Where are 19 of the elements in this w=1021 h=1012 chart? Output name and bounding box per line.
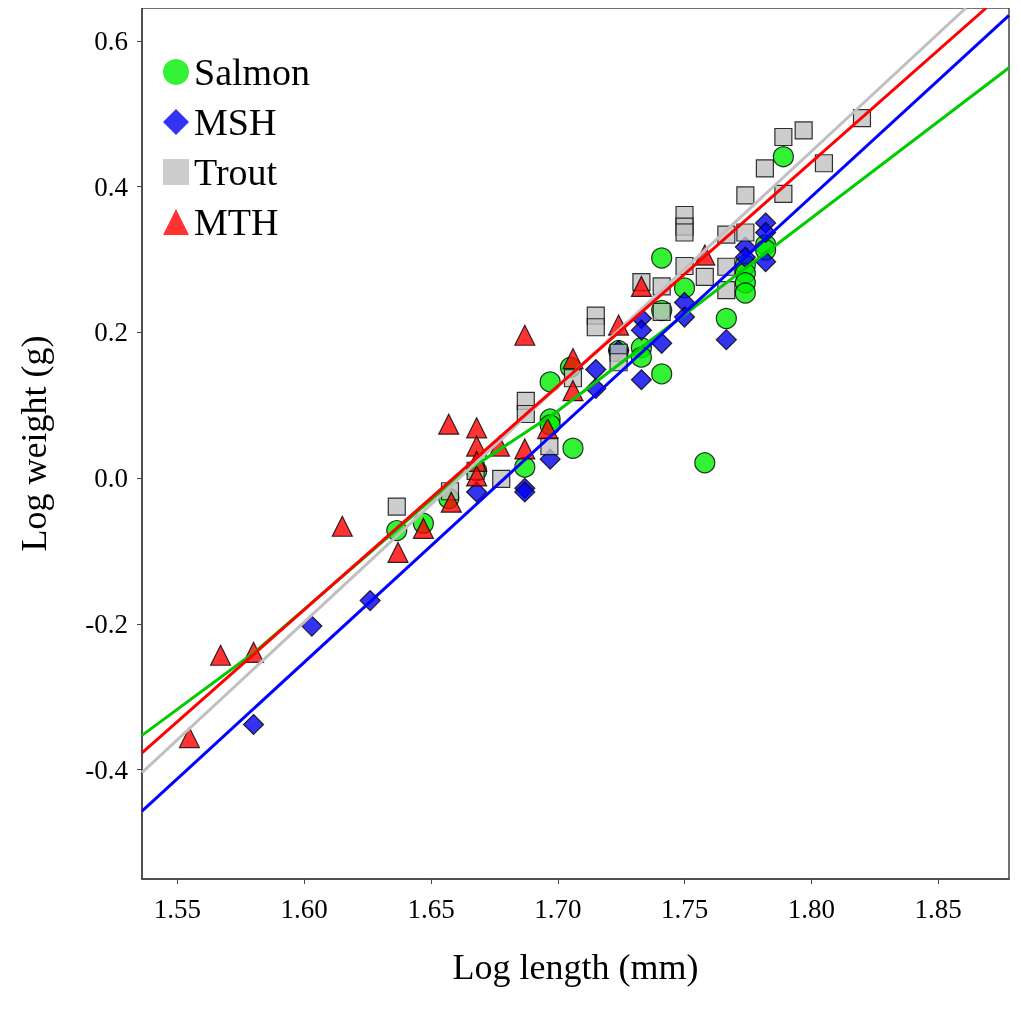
legend-label: MSH xyxy=(194,101,277,143)
y-tick-label: -0.4 xyxy=(85,754,129,785)
x-tick-label: 1.80 xyxy=(787,893,835,924)
legend-label: Trout xyxy=(194,151,278,193)
x-tick-label: 1.75 xyxy=(660,893,709,924)
x-tick-label: 1.85 xyxy=(914,893,962,924)
x-tick-label: 1.65 xyxy=(407,893,455,924)
y-tick-label: -0.2 xyxy=(85,608,128,639)
x-tick-label: 1.60 xyxy=(280,893,328,924)
y-tick-label: 0.4 xyxy=(94,171,129,202)
y-tick-label: 0.6 xyxy=(94,25,128,56)
x-tick-label: 1.70 xyxy=(534,893,582,924)
y-tick-label: 0.0 xyxy=(94,463,128,494)
y-axis-title: Log weight (g) xyxy=(14,335,54,552)
y-tick-label: 0.2 xyxy=(94,317,128,348)
legend-label: Salmon xyxy=(194,51,311,93)
x-tick-label: 1.55 xyxy=(153,893,202,924)
x-axis-title: Log length (mm) xyxy=(452,947,699,987)
legend-label: MTH xyxy=(194,201,279,243)
